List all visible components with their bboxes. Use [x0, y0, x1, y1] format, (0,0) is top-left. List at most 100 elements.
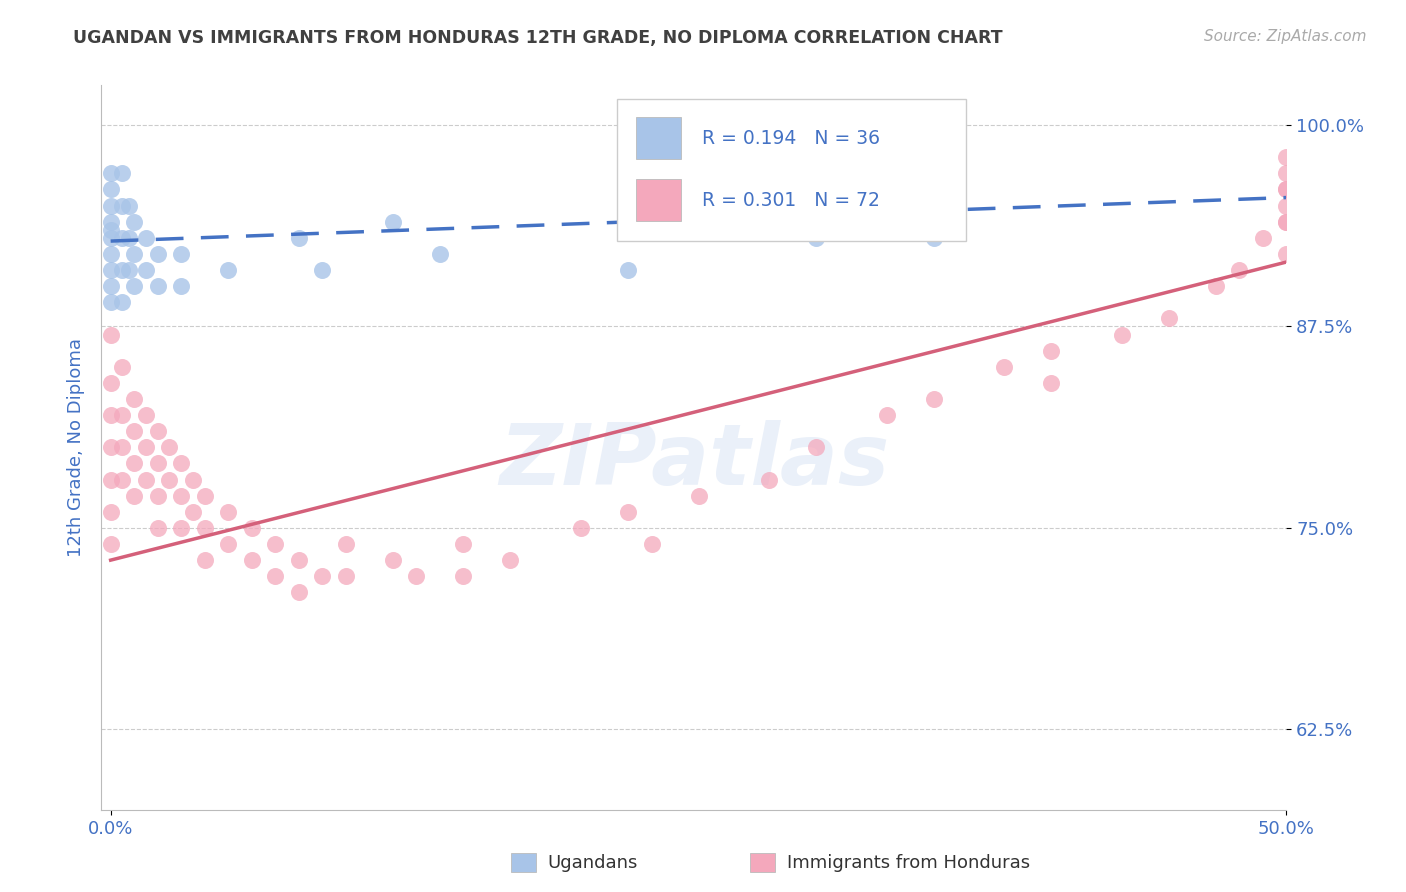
Point — [1275, 215, 1298, 229]
Point — [288, 553, 311, 567]
Point — [100, 215, 122, 229]
Point — [640, 537, 662, 551]
Point — [1040, 343, 1063, 358]
Point — [122, 489, 145, 503]
Bar — [636, 179, 681, 221]
Point — [311, 263, 333, 277]
Point — [288, 231, 311, 245]
Point — [922, 392, 945, 406]
Point — [122, 279, 145, 293]
Point — [240, 521, 263, 535]
Point — [118, 198, 141, 212]
Point — [122, 392, 145, 406]
Point — [122, 424, 145, 438]
Point — [1275, 182, 1298, 196]
Point — [617, 505, 640, 519]
Point — [1275, 215, 1298, 229]
Point — [159, 473, 181, 487]
Point — [181, 473, 204, 487]
Point — [1205, 279, 1227, 293]
Point — [569, 521, 592, 535]
Point — [194, 489, 217, 503]
Point — [100, 537, 122, 551]
Point — [122, 457, 145, 471]
Point — [170, 457, 193, 471]
Point — [111, 231, 134, 245]
Point — [100, 505, 122, 519]
Point — [100, 198, 122, 212]
Point — [159, 440, 181, 454]
Point — [135, 231, 157, 245]
Point — [993, 359, 1015, 374]
Point — [311, 569, 333, 583]
Point — [922, 231, 945, 245]
Point — [217, 263, 239, 277]
Y-axis label: 12th Grade, No Diploma: 12th Grade, No Diploma — [66, 338, 84, 557]
Point — [453, 537, 475, 551]
Text: Immigrants from Honduras: Immigrants from Honduras — [787, 855, 1029, 872]
Point — [499, 553, 522, 567]
Point — [100, 327, 122, 342]
Point — [100, 223, 122, 237]
Point — [170, 521, 193, 535]
Point — [617, 263, 640, 277]
Point — [111, 440, 134, 454]
Point — [100, 263, 122, 277]
Point — [217, 537, 239, 551]
Point — [111, 263, 134, 277]
Point — [1275, 247, 1298, 261]
Point — [804, 440, 827, 454]
Point — [264, 537, 287, 551]
Point — [688, 489, 710, 503]
Point — [100, 279, 122, 293]
Point — [1111, 327, 1133, 342]
Point — [100, 182, 122, 196]
Point — [758, 473, 780, 487]
Point — [381, 553, 404, 567]
Point — [804, 231, 827, 245]
Point — [194, 553, 217, 567]
Point — [181, 505, 204, 519]
Point — [118, 263, 141, 277]
Point — [111, 408, 134, 422]
Point — [146, 424, 169, 438]
Point — [100, 473, 122, 487]
Point — [146, 521, 169, 535]
Point — [429, 247, 451, 261]
Point — [135, 473, 157, 487]
Point — [170, 247, 193, 261]
Point — [122, 247, 145, 261]
FancyBboxPatch shape — [617, 99, 966, 241]
Text: ZIPatlas: ZIPatlas — [499, 420, 889, 503]
Point — [135, 263, 157, 277]
Text: Source: ZipAtlas.com: Source: ZipAtlas.com — [1204, 29, 1367, 44]
Point — [405, 569, 427, 583]
Point — [170, 489, 193, 503]
Point — [288, 585, 311, 599]
Point — [335, 569, 357, 583]
Point — [1040, 376, 1063, 390]
Point — [111, 295, 134, 310]
Point — [1251, 231, 1274, 245]
Point — [100, 440, 122, 454]
Point — [111, 359, 134, 374]
Point — [1275, 166, 1298, 180]
Point — [146, 489, 169, 503]
Point — [1275, 182, 1298, 196]
Point — [1275, 198, 1298, 212]
Point — [111, 473, 134, 487]
Point — [100, 376, 122, 390]
Point — [170, 279, 193, 293]
Point — [111, 198, 134, 212]
Point — [146, 279, 169, 293]
Point — [240, 553, 263, 567]
Point — [118, 231, 141, 245]
Point — [100, 231, 122, 245]
Point — [1275, 150, 1298, 164]
Point — [100, 295, 122, 310]
Point — [217, 505, 239, 519]
Point — [111, 166, 134, 180]
Point — [122, 215, 145, 229]
Point — [335, 537, 357, 551]
Point — [453, 569, 475, 583]
